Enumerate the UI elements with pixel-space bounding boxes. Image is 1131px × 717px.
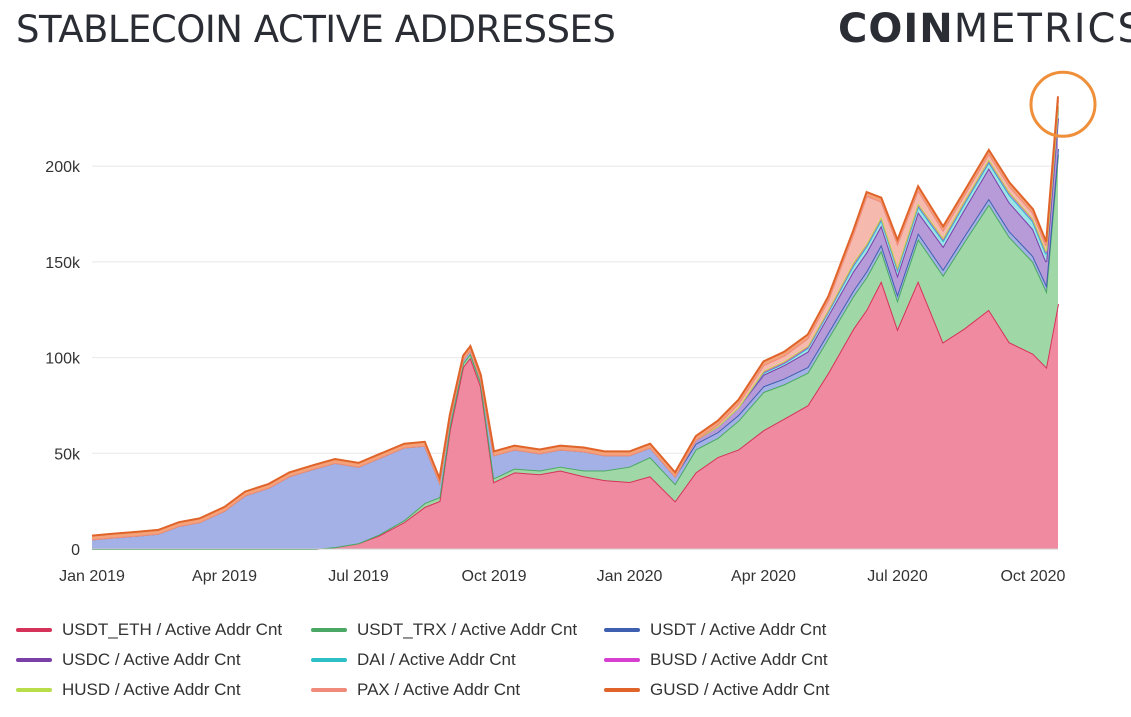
legend-item[interactable]: USDT_TRX / Active Addr Cnt [311, 620, 577, 640]
legend-item[interactable]: USDT_ETH / Active Addr Cnt [16, 620, 282, 640]
x-tick-label: Apr 2020 [731, 568, 796, 585]
series-line-8 [91, 96, 1059, 537]
legend-item[interactable]: BUSD / Active Addr Cnt [604, 650, 828, 670]
legend-item[interactable]: USDC / Active Addr Cnt [16, 650, 241, 670]
legend-label: PAX / Active Addr Cnt [357, 680, 521, 699]
legend-swatch [16, 688, 52, 692]
chart-title: STABLECOIN ACTIVE ADDRESSES [16, 8, 616, 51]
legend-label: USDC / Active Addr Cnt [62, 650, 241, 669]
y-tick-label: 0 [71, 542, 80, 559]
y-tick-label: 200k [45, 159, 81, 176]
x-tick-label: Jan 2019 [59, 568, 125, 585]
x-tick-label: Oct 2019 [462, 568, 527, 585]
legend-label: USDT / Active Addr Cnt [650, 620, 827, 639]
logo-bold-text: COIN [838, 6, 954, 52]
legend-label: GUSD / Active Addr Cnt [650, 680, 830, 699]
legend-swatch [311, 658, 347, 662]
x-tick-label: Jan 2020 [597, 568, 663, 585]
legend-swatch [604, 628, 640, 632]
legend-label: USDT_ETH / Active Addr Cnt [62, 620, 283, 639]
series-area-1 [92, 154, 1058, 549]
x-tick-label: Apr 2019 [192, 568, 257, 585]
legend-swatch [16, 628, 52, 632]
legend-label: DAI / Active Addr Cnt [357, 650, 516, 669]
coinmetrics-logo: COINMETRICS [838, 6, 1131, 52]
legend-item[interactable]: PAX / Active Addr Cnt [311, 680, 520, 700]
highlight-circle-annotation [1029, 70, 1097, 138]
x-tick-label: Jul 2019 [328, 568, 389, 585]
y-tick-label: 150k [45, 255, 81, 272]
legend-label: HUSD / Active Addr Cnt [62, 680, 241, 699]
legend-swatch [604, 688, 640, 692]
series-area-0 [92, 281, 1058, 549]
x-tick-label: Oct 2020 [1000, 568, 1065, 585]
series-area-2 [92, 148, 1058, 549]
y-tick-label: 50k [54, 446, 81, 463]
legend-label: BUSD / Active Addr Cnt [650, 650, 828, 669]
logo-light-text: METRICS [953, 6, 1131, 52]
legend-item[interactable]: HUSD / Active Addr Cnt [16, 680, 241, 700]
legend-item[interactable]: USDT / Active Addr Cnt [604, 620, 826, 640]
x-tick-label: Jul 2020 [867, 568, 928, 585]
legend-label: USDT_TRX / Active Addr Cnt [357, 620, 578, 639]
legend-swatch [16, 658, 52, 662]
legend-swatch [311, 628, 347, 632]
legend-item[interactable]: GUSD / Active Addr Cnt [604, 680, 830, 700]
legend-swatch [311, 688, 347, 692]
legend-item[interactable]: DAI / Active Addr Cnt [311, 650, 516, 670]
y-tick-label: 100k [45, 351, 81, 368]
legend-swatch [604, 658, 640, 662]
